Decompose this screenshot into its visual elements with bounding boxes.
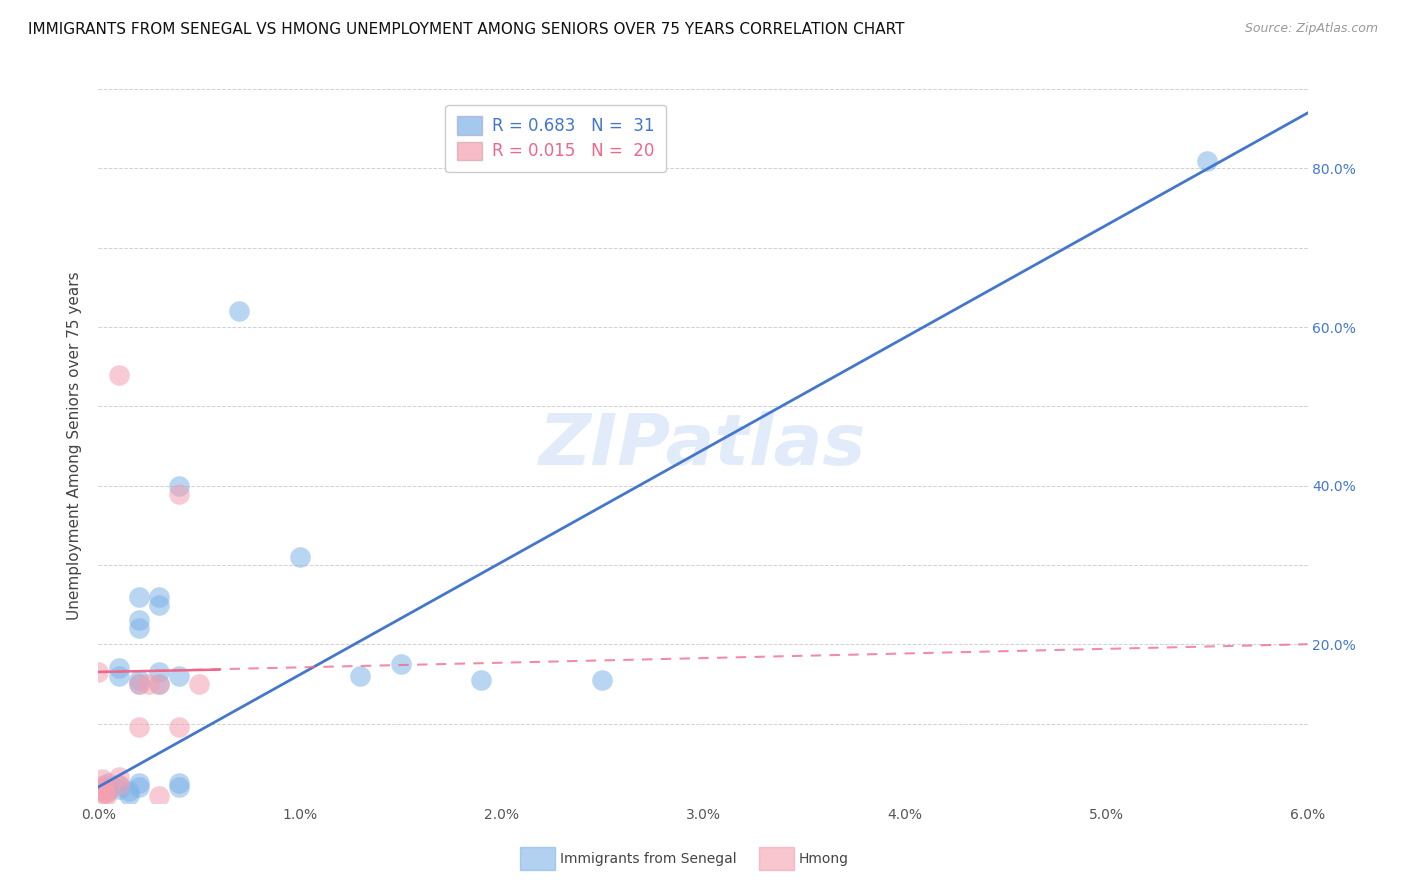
Point [91,772,114,786]
Point [167,776,190,790]
Point [97,780,120,794]
Point [128,780,150,794]
Point [87,665,110,679]
Point [118,784,141,798]
Point [93,786,115,800]
Text: Immigrants from Senegal: Immigrants from Senegal [560,852,737,866]
Point [107,368,129,382]
Text: IMMIGRANTS FROM SENEGAL VS HMONG UNEMPLOYMENT AMONG SENIORS OVER 75 YEARS CORREL: IMMIGRANTS FROM SENEGAL VS HMONG UNEMPLO… [28,22,904,37]
Point [128,673,150,687]
Point [148,590,170,604]
Point [96,789,118,804]
Point [148,677,170,691]
Point [128,590,150,604]
Point [107,661,129,675]
Point [228,304,250,318]
Point [148,789,170,804]
Point [107,778,129,792]
Point [470,673,492,687]
Point [188,677,211,691]
Point [96,786,118,800]
Point [288,549,311,564]
Point [148,665,170,679]
Point [128,721,150,735]
Point [167,486,190,500]
Point [128,614,150,628]
Point [167,478,190,492]
Point [91,780,114,794]
Point [118,788,141,802]
Point [349,669,371,683]
Point [107,669,129,683]
Text: Hmong: Hmong [799,852,849,866]
Text: Source: ZipAtlas.com: Source: ZipAtlas.com [1244,22,1378,36]
Point [1195,153,1218,168]
Point [93,778,115,792]
Point [97,776,120,790]
Point [91,784,114,798]
Point [148,677,170,691]
Point [107,771,129,785]
Legend: R = 0.683   N =  31, R = 0.015   N =  20: R = 0.683 N = 31, R = 0.015 N = 20 [446,104,666,172]
Point [167,780,190,794]
Point [107,781,129,796]
Point [128,677,150,691]
Point [128,621,150,635]
Point [128,776,150,790]
Point [97,784,120,798]
Y-axis label: Unemployment Among Seniors over 75 years: Unemployment Among Seniors over 75 years [67,272,83,620]
Point [167,721,190,735]
Text: ZIPatlas: ZIPatlas [540,411,866,481]
Point [93,781,115,796]
Point [167,669,190,683]
Point [148,598,170,612]
Point [138,677,160,691]
Point [389,657,412,671]
Point [107,778,129,792]
Point [591,673,613,687]
Point [128,677,150,691]
